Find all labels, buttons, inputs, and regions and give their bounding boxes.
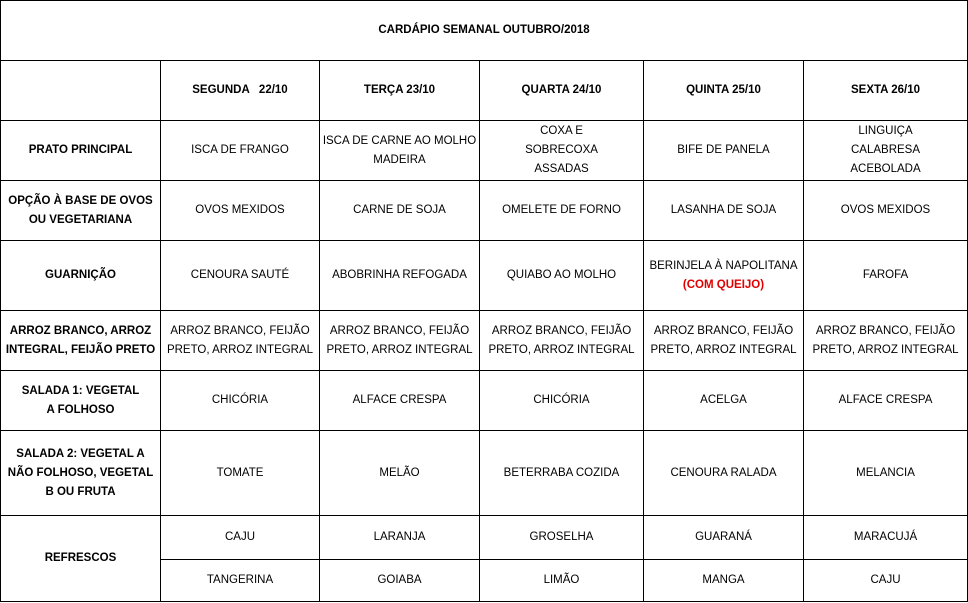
row-opcao: OPÇÃO À BASE DE OVOS OU VEGETARIANA OVOS…: [0, 180, 968, 241]
menu-cell: ALFACE CRESPA: [319, 370, 480, 431]
menu-cell: LINGUIÇA CALABRESA ACEBOLADA: [802, 120, 968, 181]
menu-cell: ARROZ BRANCO, FEIJÃO PRETO, ARROZ INTEGR…: [479, 310, 644, 371]
menu-cell: OMELETE DE FORNO: [479, 180, 644, 241]
menu-cell: FAROFA: [802, 240, 968, 311]
menu-cell: CHICÓRIA: [479, 370, 644, 431]
menu-cell: CARNE DE SOJA: [319, 180, 480, 241]
menu-cell: LARANJA: [319, 515, 480, 560]
menu-cell: MARACUJÁ: [802, 515, 968, 560]
menu-cell: BETERRABA COZIDA: [479, 430, 644, 516]
cheese-note: (COM QUEIJO): [682, 278, 765, 291]
day-header: SEGUNDA 22/10: [160, 60, 320, 121]
row-refrescos-2: TANGERINA GOIABA LIMÃO MANGA CAJU: [1, 559, 968, 602]
menu-cell: OVOS MEXIDOS: [802, 180, 968, 241]
row-guarnicao: GUARNIÇÃO CENOURA SAUTÉ ABOBRINHA REFOGA…: [0, 240, 968, 311]
menu-cell: MANGA: [643, 559, 804, 602]
header-row: SEGUNDA 22/10 TERÇA 23/10 QUARTA 24/10 Q…: [0, 60, 968, 121]
menu-cell: TOMATE: [160, 430, 320, 516]
menu-cell: ARROZ BRANCO, FEIJÃO PRETO, ARROZ INTEGR…: [643, 310, 804, 371]
row-label: SALADA 2: VEGETAL A NÃO FOLHOSO, VEGETAL…: [0, 430, 161, 516]
menu-cell: LIMÃO: [479, 559, 644, 602]
row-label: ARROZ BRANCO, ARROZ INTEGRAL, FEIJÃO PRE…: [0, 310, 161, 371]
row-salada-1: SALADA 1: VEGETAL A FOLHOSO CHICÓRIA ALF…: [0, 370, 968, 431]
menu-title: CARDÁPIO SEMANAL OUTUBRO/2018: [0, 0, 968, 61]
menu-cell: ACELGA: [643, 370, 804, 431]
menu-cell: GROSELHA: [479, 515, 644, 560]
menu-cell: ARROZ BRANCO, FEIJÃO PRETO, ARROZ INTEGR…: [802, 310, 968, 371]
row-salada-2: SALADA 2: VEGETAL A NÃO FOLHOSO, VEGETAL…: [0, 430, 968, 516]
menu-cell: CENOURA SAUTÉ: [160, 240, 320, 311]
menu-cell: ABOBRINHA REFOGADA: [319, 240, 480, 311]
row-label: GUARNIÇÃO: [0, 240, 161, 311]
row-label: PRATO PRINCIPAL: [0, 120, 161, 181]
menu-item-text: BERINJELA À NAPOLITANA: [649, 259, 798, 272]
day-header: TERÇA 23/10: [319, 60, 480, 121]
menu-cell: BERINJELA À NAPOLITANA (COM QUEIJO): [643, 240, 804, 311]
menu-cell: MELANCIA: [802, 430, 968, 516]
menu-cell: GOIABA: [319, 559, 480, 602]
menu-cell: LASANHA DE SOJA: [643, 180, 804, 241]
menu-cell: GUARANÁ: [643, 515, 804, 560]
row-prato-principal: PRATO PRINCIPAL ISCA DE FRANGO ISCA DE C…: [0, 120, 968, 181]
row-arroz: ARROZ BRANCO, ARROZ INTEGRAL, FEIJÃO PRE…: [0, 310, 968, 371]
day-header: QUARTA 24/10: [479, 60, 644, 121]
menu-cell: CHICÓRIA: [160, 370, 320, 431]
menu-cell: CAJU: [160, 515, 320, 560]
menu-cell: CAJU: [802, 559, 968, 602]
menu-cell: COXA E SOBRECOXA ASSADAS: [479, 120, 644, 181]
menu-cell: QUIABO AO MOLHO: [479, 240, 644, 311]
menu-cell: ARROZ BRANCO, FEIJÃO PRETO, ARROZ INTEGR…: [319, 310, 480, 371]
row-label: REFRESCOS: [0, 515, 161, 602]
row-label: OPÇÃO À BASE DE OVOS OU VEGETARIANA: [0, 180, 161, 241]
day-header: SEXTA 26/10: [802, 60, 968, 121]
menu-cell: CENOURA RALADA: [643, 430, 804, 516]
menu-cell: OVOS MEXIDOS: [160, 180, 320, 241]
day-header: QUINTA 25/10: [643, 60, 804, 121]
row-label: SALADA 1: VEGETAL A FOLHOSO: [0, 370, 161, 431]
row-refrescos-1: REFRESCOS CAJU LARANJA GROSELHA GUARANÁ …: [0, 515, 968, 602]
menu-cell: ARROZ BRANCO, FEIJÃO PRETO, ARROZ INTEGR…: [160, 310, 320, 371]
menu-cell: TANGERINA: [160, 559, 320, 602]
menu-cell: ISCA DE CARNE AO MOLHO MADEIRA: [319, 120, 480, 181]
menu-cell: ISCA DE FRANGO: [160, 120, 320, 181]
menu-cell: MELÃO: [319, 430, 480, 516]
menu-cell: ALFACE CRESPA: [802, 370, 968, 431]
menu-cell: BIFE DE PANELA: [643, 120, 804, 181]
corner-cell: [0, 60, 161, 121]
